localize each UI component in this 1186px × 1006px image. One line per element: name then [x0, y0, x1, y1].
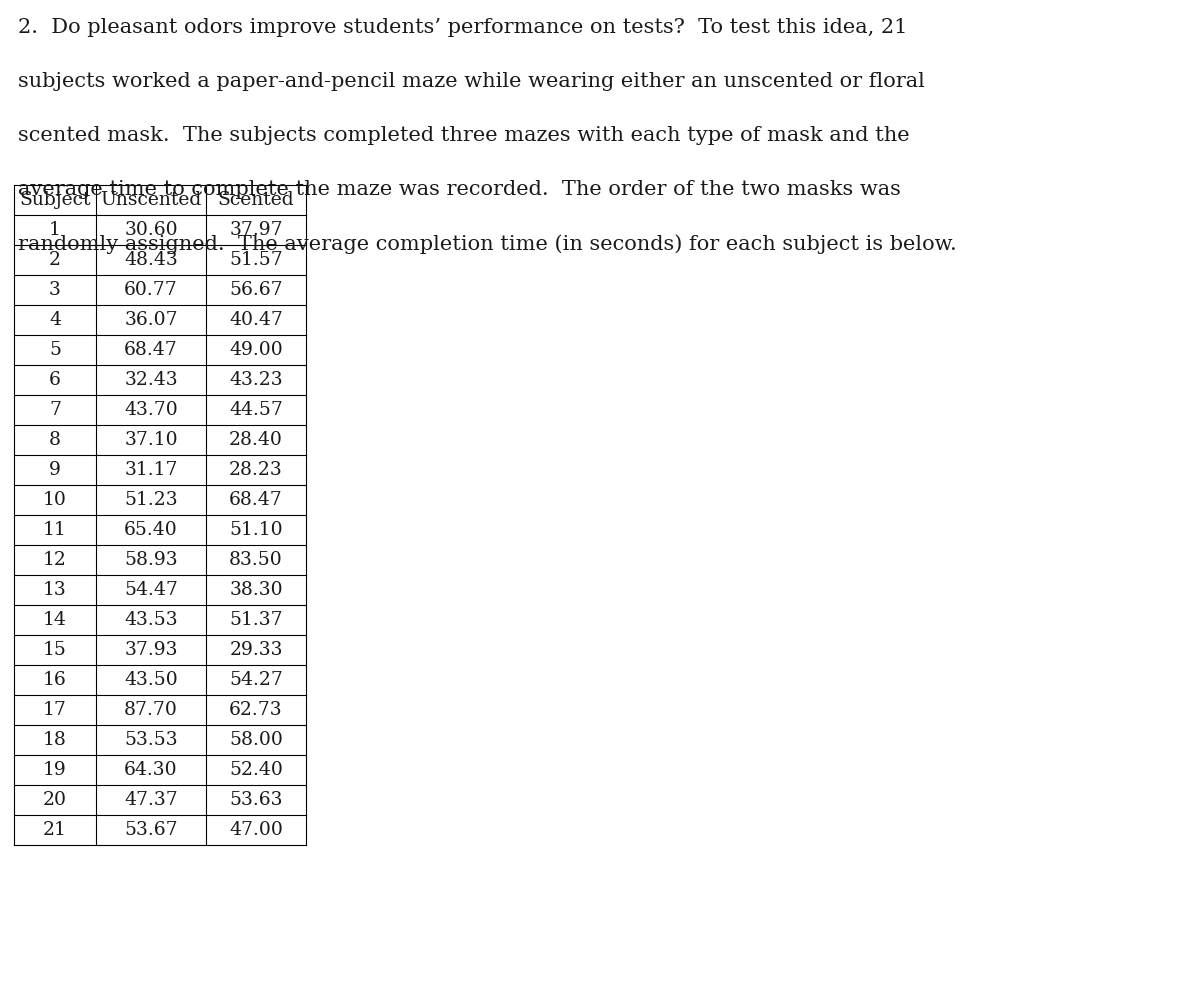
- Text: 32.43: 32.43: [125, 371, 178, 389]
- Text: 47.37: 47.37: [125, 791, 178, 809]
- Text: 56.67: 56.67: [229, 281, 282, 299]
- Text: 37.10: 37.10: [125, 431, 178, 449]
- Text: 2: 2: [49, 252, 60, 269]
- Text: 29.33: 29.33: [229, 641, 282, 659]
- Text: 38.30: 38.30: [229, 581, 282, 599]
- Text: 68.47: 68.47: [229, 491, 283, 509]
- Text: 6: 6: [49, 371, 60, 389]
- Text: 31.17: 31.17: [125, 461, 178, 479]
- Text: Subject: Subject: [19, 191, 91, 209]
- Text: 5: 5: [49, 341, 60, 359]
- Text: 52.40: 52.40: [229, 761, 283, 779]
- Text: 20: 20: [43, 791, 66, 809]
- Text: Scented: Scented: [218, 191, 294, 209]
- Text: 19: 19: [43, 761, 66, 779]
- Text: 68.47: 68.47: [125, 341, 178, 359]
- Text: 8: 8: [49, 431, 60, 449]
- Text: 9: 9: [49, 461, 60, 479]
- Text: 28.40: 28.40: [229, 431, 283, 449]
- Text: 16: 16: [43, 671, 66, 689]
- Text: 13: 13: [43, 581, 66, 599]
- Text: 37.93: 37.93: [125, 641, 178, 659]
- Text: 54.27: 54.27: [229, 671, 283, 689]
- Text: 62.73: 62.73: [229, 701, 282, 719]
- Text: 43.50: 43.50: [125, 671, 178, 689]
- Text: 47.00: 47.00: [229, 821, 283, 839]
- Text: 53.53: 53.53: [125, 731, 178, 749]
- Text: 18: 18: [43, 731, 66, 749]
- Text: 11: 11: [43, 521, 66, 539]
- Text: 1: 1: [49, 221, 60, 239]
- Text: 14: 14: [43, 611, 66, 629]
- Text: randomly assigned.  The average completion time (in seconds) for each subject is: randomly assigned. The average completio…: [18, 234, 957, 254]
- Text: 43.70: 43.70: [125, 401, 178, 420]
- Text: 51.37: 51.37: [229, 611, 282, 629]
- Text: 58.93: 58.93: [125, 551, 178, 569]
- Text: Unscented: Unscented: [101, 191, 202, 209]
- Text: 7: 7: [49, 401, 60, 420]
- Text: 87.70: 87.70: [125, 701, 178, 719]
- Text: 4: 4: [49, 311, 60, 329]
- Text: subjects worked a paper-and-pencil maze while wearing either an unscented or flo: subjects worked a paper-and-pencil maze …: [18, 72, 925, 91]
- Text: 54.47: 54.47: [125, 581, 178, 599]
- Text: 12: 12: [43, 551, 66, 569]
- Text: 36.07: 36.07: [125, 311, 178, 329]
- Text: 51.57: 51.57: [229, 252, 283, 269]
- Text: 53.63: 53.63: [229, 791, 282, 809]
- Text: 28.23: 28.23: [229, 461, 283, 479]
- Text: 43.23: 43.23: [229, 371, 282, 389]
- Text: 10: 10: [43, 491, 66, 509]
- Text: 21: 21: [43, 821, 66, 839]
- Text: 3: 3: [49, 281, 60, 299]
- Text: 51.10: 51.10: [229, 521, 282, 539]
- Text: average time to complete the maze was recorded.  The order of the two masks was: average time to complete the maze was re…: [18, 180, 901, 199]
- Text: 49.00: 49.00: [229, 341, 283, 359]
- Text: 53.67: 53.67: [125, 821, 178, 839]
- Text: 64.30: 64.30: [125, 761, 178, 779]
- Text: 60.77: 60.77: [125, 281, 178, 299]
- Text: 15: 15: [43, 641, 66, 659]
- Text: 30.60: 30.60: [125, 221, 178, 239]
- Text: 37.97: 37.97: [229, 221, 282, 239]
- Text: 2.  Do pleasant odors improve students’ performance on tests?  To test this idea: 2. Do pleasant odors improve students’ p…: [18, 18, 907, 37]
- Text: scented mask.  The subjects completed three mazes with each type of mask and the: scented mask. The subjects completed thr…: [18, 126, 910, 145]
- Text: 58.00: 58.00: [229, 731, 283, 749]
- Text: 44.57: 44.57: [229, 401, 283, 420]
- Text: 40.47: 40.47: [229, 311, 283, 329]
- Text: 65.40: 65.40: [125, 521, 178, 539]
- Text: 43.53: 43.53: [125, 611, 178, 629]
- Text: 17: 17: [43, 701, 66, 719]
- Text: 83.50: 83.50: [229, 551, 283, 569]
- Text: 48.43: 48.43: [125, 252, 178, 269]
- Text: 51.23: 51.23: [125, 491, 178, 509]
